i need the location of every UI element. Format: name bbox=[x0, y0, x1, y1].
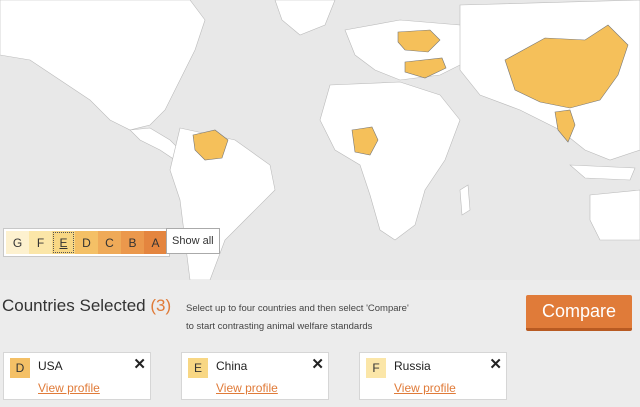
map-thailand bbox=[554, 109, 576, 143]
map-north-america bbox=[0, 0, 206, 131]
instructions-line-1: Select up to four countries and then sel… bbox=[186, 303, 409, 314]
countries-selected-heading: Countries Selected (3) bbox=[2, 296, 171, 316]
remove-country-icon[interactable]: ✕ bbox=[311, 356, 324, 373]
map-indonesia bbox=[569, 164, 636, 181]
view-profile-link[interactable]: View profile bbox=[394, 381, 456, 395]
country-name: Russia bbox=[394, 359, 431, 373]
map-africa bbox=[319, 81, 461, 241]
map-ukraine bbox=[397, 29, 441, 53]
grade-badge: F bbox=[366, 358, 386, 378]
map-turkey bbox=[404, 57, 447, 79]
grade-filter-e[interactable]: E bbox=[52, 231, 75, 254]
country-card: D USA ✕ View profile bbox=[3, 352, 151, 400]
view-profile-link[interactable]: View profile bbox=[216, 381, 278, 395]
grade-badge: D bbox=[10, 358, 30, 378]
compare-button[interactable]: Compare bbox=[526, 295, 632, 331]
map-australia bbox=[589, 189, 640, 241]
country-name: China bbox=[216, 359, 248, 373]
grade-filter-g[interactable]: G bbox=[6, 231, 29, 254]
compare-instructions: Select up to four countries and then sel… bbox=[186, 300, 506, 336]
remove-country-icon[interactable]: ✕ bbox=[133, 356, 146, 373]
grade-filter-d[interactable]: D bbox=[75, 231, 98, 254]
view-profile-link[interactable]: View profile bbox=[38, 381, 100, 395]
show-all-button[interactable]: Show all bbox=[166, 228, 220, 254]
map-china bbox=[504, 24, 629, 109]
country-card: F Russia ✕ View profile bbox=[359, 352, 507, 400]
grade-filter-c[interactable]: C bbox=[98, 231, 121, 254]
map-nigeria bbox=[351, 126, 379, 156]
map-greenland bbox=[274, 0, 336, 36]
grade-filter-a[interactable]: A bbox=[144, 231, 167, 254]
map-madagascar bbox=[459, 184, 471, 216]
grade-badge: E bbox=[188, 358, 208, 378]
remove-country-icon[interactable]: ✕ bbox=[489, 356, 502, 373]
instructions-line-2: to start contrasting animal welfare stan… bbox=[186, 321, 373, 332]
countries-selected-label: Countries Selected bbox=[2, 296, 146, 315]
map-venezuela bbox=[192, 129, 229, 161]
countries-selected-count: (3) bbox=[150, 296, 172, 315]
grade-filter-b[interactable]: B bbox=[121, 231, 144, 254]
country-name: USA bbox=[38, 359, 63, 373]
country-card: E China ✕ View profile bbox=[181, 352, 329, 400]
grade-filter-f[interactable]: F bbox=[29, 231, 52, 254]
